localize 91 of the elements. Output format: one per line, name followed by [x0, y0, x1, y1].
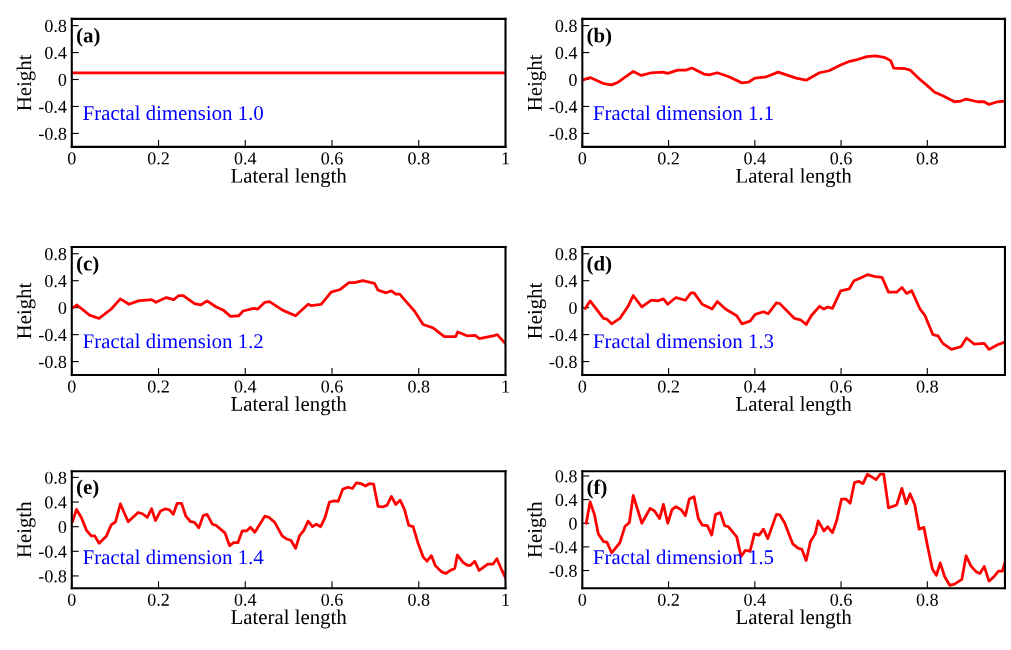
x-axis-title: Lateral length — [231, 168, 347, 188]
y-tick-label: 0.8 — [45, 248, 67, 261]
x-tick-label: 0.6 — [830, 380, 852, 393]
y-tick-label: 0.8 — [45, 471, 67, 484]
annotation: (d) — [587, 255, 612, 275]
x-tick-label: 1 — [502, 593, 509, 606]
x-tick-label: 0 — [67, 152, 76, 165]
y-tick-label: -0.4 — [549, 100, 578, 113]
x-tick-label: 0.4 — [234, 152, 257, 165]
y-axis-title: Height — [16, 54, 36, 111]
x-tick-label: 0 — [578, 593, 587, 606]
x-axis-title: Lateral length — [736, 168, 852, 188]
x-tick-label: 1 — [502, 152, 509, 165]
y-tick-label: -0.8 — [549, 355, 577, 369]
x-tick-label: 0.4 — [234, 380, 257, 393]
x-tick-label: 0 — [67, 593, 76, 606]
annotation: (f) — [587, 479, 607, 499]
line-series — [71, 481, 506, 580]
y-tick-label: 0 — [58, 520, 67, 534]
annotation: Fractal dimension 1.1 — [593, 105, 773, 121]
x-tick-label: 0.2 — [657, 380, 679, 393]
x-tick-label: 0 — [67, 380, 76, 393]
x-tick-label: 0.4 — [744, 380, 766, 393]
x-tick-label: 0.8 — [916, 152, 938, 165]
annotation: Fractal dimension 1.5 — [593, 549, 774, 565]
x-tick-label: 0.6 — [321, 152, 343, 165]
x-tick-label: 0.6 — [830, 152, 852, 165]
x-tick-label: 0.6 — [321, 593, 343, 606]
y-tick-label: -0.4 — [549, 328, 578, 342]
y-tick-label: 0.8 — [555, 248, 577, 261]
x-tick-label: 0.6 — [321, 380, 343, 393]
x-tick-label: 0.8 — [916, 380, 938, 393]
x-tick-label: 0.8 — [408, 380, 430, 393]
x-tick-label: 0.8 — [916, 593, 938, 606]
y-axis-title: Height — [16, 282, 36, 339]
line-series — [583, 273, 1005, 351]
y-tick-label: -0.4 — [39, 328, 67, 342]
x-tick-label: 0.4 — [744, 593, 766, 606]
annotation: Fractal dimension 1.2 — [83, 333, 263, 349]
x-tick-label: 0.8 — [408, 593, 430, 606]
x-tick-label: 0.8 — [408, 152, 430, 165]
annotation: (a) — [77, 27, 100, 47]
annotation: (e) — [77, 479, 99, 499]
y-tick-label: 0.4 — [45, 46, 67, 60]
y-tick-label: 0.4 — [555, 493, 578, 507]
x-tick-label: 0.4 — [234, 593, 257, 606]
line-series — [582, 54, 1005, 106]
y-tick-label: 0 — [569, 517, 577, 530]
y-tick-label: 0 — [569, 73, 577, 86]
x-tick-label: 0 — [578, 380, 587, 393]
y-tick-label: 0.4 — [45, 496, 67, 509]
y-tick-label: -0.8 — [39, 127, 67, 140]
x-axis-title: Lateral length — [231, 396, 347, 416]
y-tick-label: 0.8 — [555, 19, 577, 33]
x-tick-label: 0 — [578, 152, 587, 165]
x-tick-label: 0.2 — [147, 593, 169, 606]
y-tick-label: -0.8 — [39, 355, 67, 369]
y-axis-title: Height — [527, 282, 547, 339]
y-tick-label: 0.8 — [555, 470, 577, 483]
y-tick-label: -0.8 — [39, 570, 67, 583]
y-tick-label: -0.8 — [549, 127, 577, 140]
y-tick-label: 0 — [569, 301, 577, 315]
x-tick-label: 0.2 — [657, 152, 679, 165]
annotation: Fractal dimension 1.4 — [83, 549, 264, 565]
y-tick-label: -0.8 — [549, 564, 577, 578]
x-tick-label: 0.4 — [744, 152, 766, 165]
x-axis-title: Lateral length — [231, 609, 347, 629]
y-tick-label: 0.4 — [555, 46, 578, 60]
line-series — [584, 472, 1005, 587]
y-tick-label: -0.4 — [39, 100, 67, 113]
x-tick-label: 0.6 — [830, 593, 852, 606]
x-tick-label: 0.2 — [147, 380, 169, 393]
x-tick-label: 0.2 — [147, 152, 169, 165]
x-axis-title: Lateral length — [736, 609, 852, 629]
y-tick-label: 0 — [58, 301, 67, 315]
x-tick-label: 1 — [502, 380, 509, 393]
y-tick-label: -0.4 — [39, 545, 67, 558]
y-tick-label: 0.4 — [45, 274, 67, 288]
annotation: Fractal dimension 1.0 — [83, 105, 263, 121]
annotation: (c) — [77, 255, 99, 275]
y-axis-title: Heigth — [527, 501, 547, 558]
y-tick-label: 0 — [58, 73, 67, 86]
y-tick-label: 0.4 — [555, 274, 578, 288]
annotation: Fractal dimension 1.3 — [593, 333, 774, 349]
y-axis-title: Heigth — [16, 501, 36, 558]
x-tick-label: 0.2 — [657, 593, 679, 606]
annotation: (b) — [587, 27, 612, 47]
y-tick-label: 0.8 — [45, 19, 67, 33]
x-axis-title: Lateral length — [736, 396, 852, 416]
y-tick-label: -0.4 — [549, 541, 578, 554]
y-axis-title: Height — [527, 54, 547, 111]
